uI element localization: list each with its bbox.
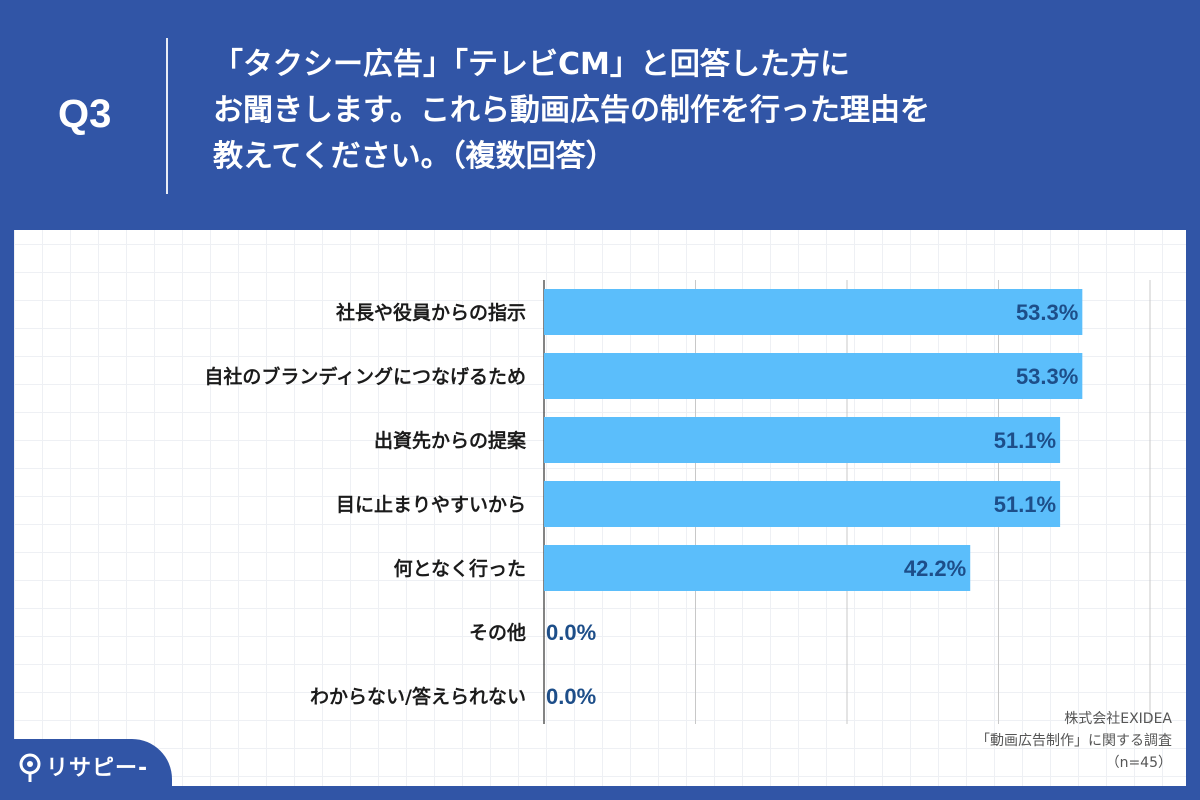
question-title: 「タクシー広告」「テレビCM」と回答した方に お聞きします。これら動画広告の制作… xyxy=(213,42,1113,180)
header: Q3 「タクシー広告」「テレビCM」と回答した方に お聞きします。これら動画広告… xyxy=(0,0,1200,230)
brand-logo: リサピー- xyxy=(46,750,148,782)
title-line-1: 「タクシー広告」「テレビCM」と回答した方に xyxy=(213,42,1113,88)
pin-icon xyxy=(18,753,42,783)
title-line-2: お聞きします。これら動画広告の制作を行った理由を xyxy=(213,88,1113,134)
brand-suffix: - xyxy=(138,756,148,781)
data-label: 51.1% xyxy=(994,428,1056,453)
question-number: Q3 xyxy=(58,92,111,137)
category-label: 社長や役員からの指示 xyxy=(335,301,526,324)
source-survey: 「動画広告制作」に関する調査 xyxy=(976,730,1172,752)
data-label: 53.3% xyxy=(1016,364,1078,389)
title-line-3: 教えてください。（複数回答） xyxy=(213,134,1113,180)
data-label: 42.2% xyxy=(904,556,966,581)
bar xyxy=(544,289,1082,335)
data-label: 51.1% xyxy=(994,492,1056,517)
category-label: その他 xyxy=(469,621,526,644)
bar-chart: 社長や役員からの指示 53.3% 自社のブランディングにつなげるため 53.3% 出資先… xyxy=(14,230,1186,786)
category-label: 目に止まりやすいから xyxy=(336,494,526,516)
category-label: 自社のブランディングにつなげるため xyxy=(204,365,526,388)
source-sample-size: （n=45） xyxy=(976,752,1172,774)
chart-panel: 社長や役員からの指示 53.3% 自社のブランディングにつなげるため 53.3% 出資先… xyxy=(14,230,1186,786)
brand-name: リサピー xyxy=(46,756,138,781)
bar xyxy=(544,481,1060,527)
data-label: 0.0% xyxy=(546,620,596,645)
source-company: 株式会社EXIDEA xyxy=(976,708,1172,730)
category-label: 何となく行った xyxy=(394,557,526,580)
data-label: 0.0% xyxy=(546,684,596,709)
bar xyxy=(544,417,1060,463)
category-label: 出資先からの提案 xyxy=(374,429,527,452)
data-label: 53.3% xyxy=(1016,300,1078,325)
category-label: わからない/答えられない xyxy=(310,685,526,708)
bar xyxy=(544,353,1082,399)
source-note: 株式会社EXIDEA 「動画広告制作」に関する調査 （n=45） xyxy=(976,708,1172,774)
header-divider xyxy=(166,38,168,194)
